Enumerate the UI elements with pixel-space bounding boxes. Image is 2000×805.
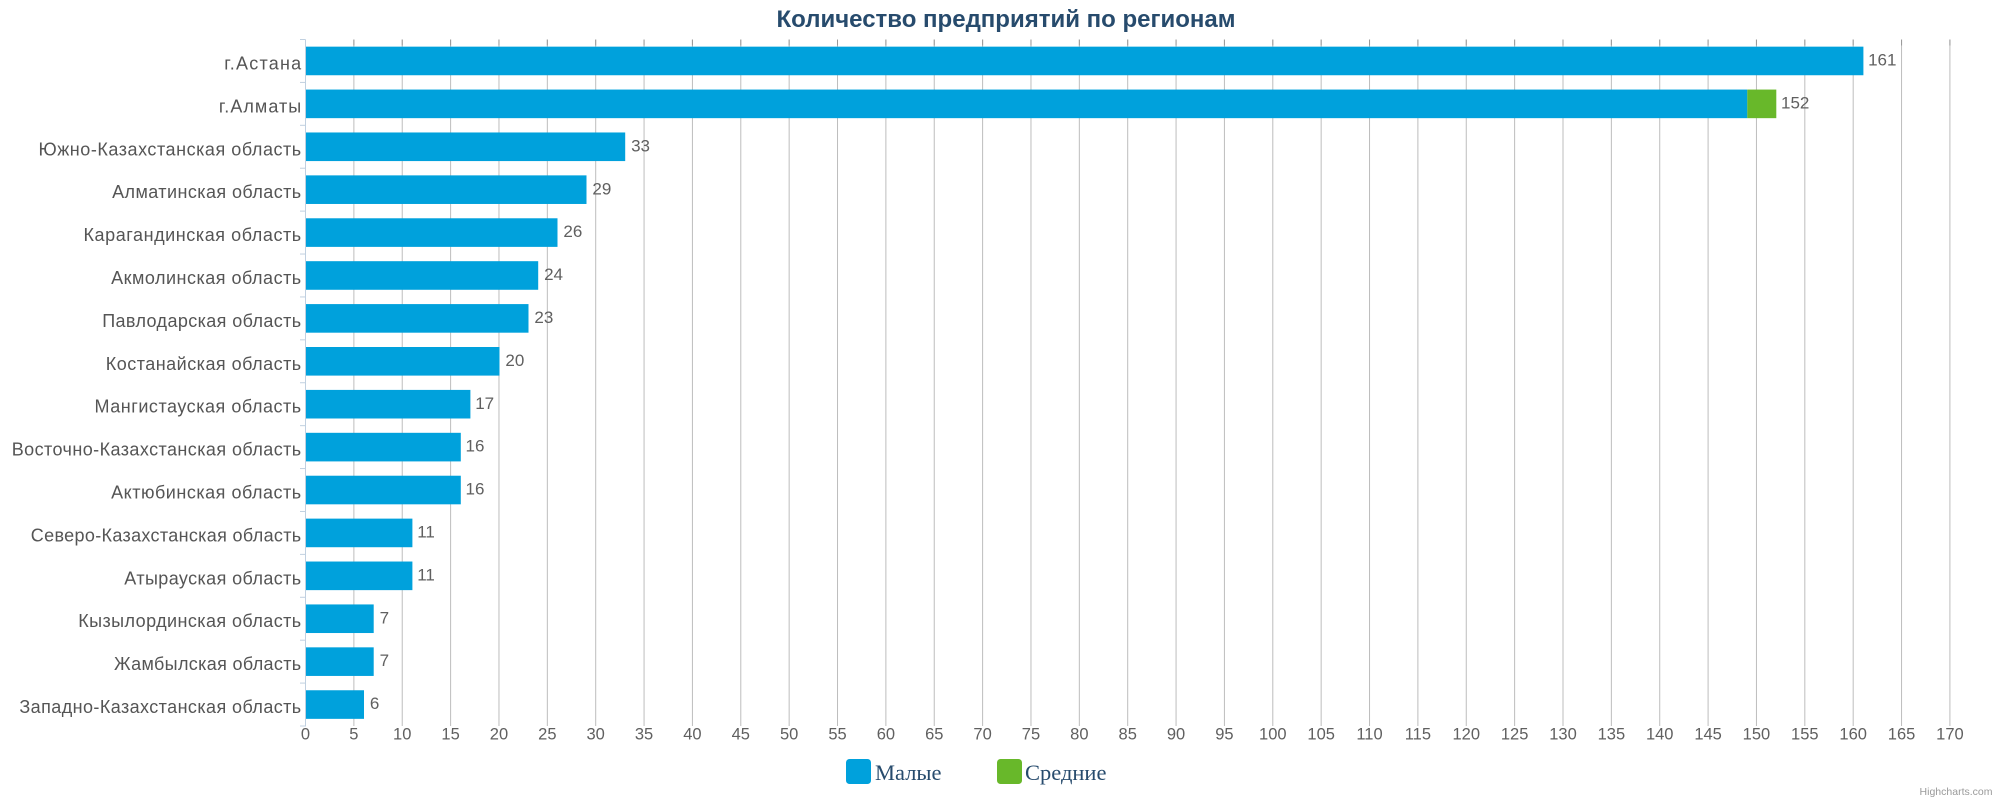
svg-text:7: 7 [380,651,389,670]
svg-text:Атырауская область: Атырауская область [124,568,301,588]
svg-text:23: 23 [534,308,553,327]
svg-text:17: 17 [475,394,494,413]
svg-text:40: 40 [683,726,701,744]
svg-text:Южно-Казахстанская область: Южно-Казахстанская область [39,139,302,159]
svg-text:152: 152 [1781,94,1809,113]
svg-text:90: 90 [1167,726,1185,744]
svg-text:16: 16 [466,437,485,456]
svg-text:Актюбинская область: Актюбинская область [111,483,301,503]
svg-text:Кызылординская область: Кызылординская область [78,611,301,631]
svg-text:20: 20 [505,351,524,370]
svg-text:Мангистауская область: Мангистауская область [95,397,302,417]
svg-text:Акмолинская область: Акмолинская область [111,268,301,288]
svg-text:Павлодарская область: Павлодарская область [102,311,301,331]
svg-text:г.Алматы: г.Алматы [219,96,301,116]
svg-text:15: 15 [441,726,459,744]
svg-text:105: 105 [1307,726,1335,744]
svg-text:100: 100 [1259,726,1287,744]
svg-text:30: 30 [587,726,605,744]
svg-text:Алматинская область: Алматинская область [112,182,301,202]
svg-text:5: 5 [349,726,358,744]
svg-text:20: 20 [490,726,508,744]
svg-text:35: 35 [635,726,653,744]
svg-text:Малые: Малые [875,760,942,785]
svg-text:85: 85 [1119,726,1137,744]
svg-text:Жамбылская область: Жамбылская область [114,654,301,674]
svg-text:Костанайская область: Костанайская область [106,354,301,374]
svg-text:95: 95 [1215,726,1233,744]
svg-text:7: 7 [380,608,389,627]
svg-text:50: 50 [780,726,798,744]
svg-text:33: 33 [631,136,650,155]
svg-text:26: 26 [563,222,582,241]
svg-text:Количество предприятий по реги: Количество предприятий по регионам [777,6,1236,33]
svg-text:6: 6 [370,694,379,713]
svg-text:65: 65 [925,726,943,744]
svg-text:45: 45 [732,726,750,744]
svg-text:55: 55 [828,726,846,744]
svg-text:Северо-Казахстанская область: Северо-Казахстанская область [31,525,301,545]
svg-text:г.Астана: г.Астана [224,54,302,74]
svg-text:130: 130 [1549,726,1577,744]
svg-text:110: 110 [1356,726,1382,744]
svg-text:155: 155 [1791,726,1819,744]
svg-text:16: 16 [466,480,485,499]
svg-text:170: 170 [1936,726,1964,744]
svg-text:125: 125 [1501,726,1529,744]
svg-text:135: 135 [1598,726,1626,744]
svg-text:75: 75 [1022,726,1040,744]
svg-text:80: 80 [1070,726,1088,744]
svg-text:24: 24 [544,265,563,284]
svg-text:120: 120 [1452,726,1480,744]
svg-text:Средние: Средние [1025,760,1106,785]
svg-text:161: 161 [1868,51,1896,70]
svg-text:Западно-Казахстанская область: Западно-Казахстанская область [19,697,301,717]
svg-text:60: 60 [877,726,895,744]
svg-text:Highcharts.com: Highcharts.com [1920,786,1993,798]
svg-text:165: 165 [1888,726,1916,744]
svg-text:29: 29 [592,179,611,198]
svg-text:Карагандинская область: Карагандинская область [84,225,302,245]
svg-text:10: 10 [393,726,411,744]
svg-text:145: 145 [1694,726,1722,744]
svg-text:140: 140 [1646,726,1674,744]
svg-text:Восточно-Казахстанская область: Восточно-Казахстанская область [12,440,302,460]
svg-text:70: 70 [973,726,991,744]
svg-text:25: 25 [538,726,556,744]
svg-text:115: 115 [1405,726,1431,744]
svg-text:160: 160 [1839,726,1867,744]
svg-text:11: 11 [417,565,435,584]
svg-text:150: 150 [1743,726,1771,744]
svg-text:11: 11 [417,523,435,542]
svg-text:0: 0 [301,726,310,744]
